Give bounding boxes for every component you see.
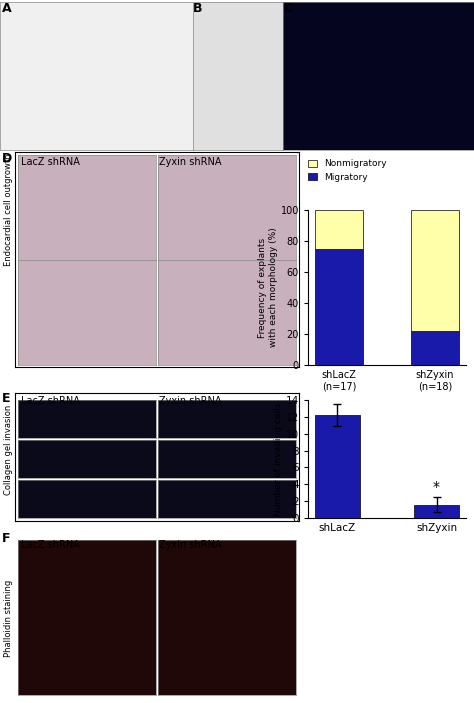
Text: C: C — [283, 2, 292, 15]
Text: Zyxin shRNA: Zyxin shRNA — [159, 157, 221, 167]
Text: B: B — [193, 2, 202, 15]
Legend: Nonmigratory, Migratory: Nonmigratory, Migratory — [305, 155, 391, 186]
Text: A: A — [2, 2, 12, 15]
Bar — [411, 210, 459, 331]
Y-axis label: Number of invading cells: Number of invading cells — [274, 402, 283, 516]
Text: *: * — [433, 480, 440, 494]
Text: Zyxin shRNA: Zyxin shRNA — [159, 540, 221, 550]
Text: F: F — [2, 532, 10, 545]
Y-axis label: Frequency of explants
with each morphology (%): Frequency of explants with each morpholo… — [258, 228, 278, 347]
Text: LacZ shRNA: LacZ shRNA — [20, 157, 80, 167]
Text: D: D — [2, 152, 12, 165]
Bar — [315, 210, 363, 249]
Bar — [411, 331, 459, 365]
Bar — [414, 505, 459, 518]
Text: Zyxin shRNA: Zyxin shRNA — [159, 396, 221, 406]
Text: Collagen gel invasion: Collagen gel invasion — [4, 405, 13, 495]
Text: E: E — [2, 392, 10, 405]
Text: Endocardial cell outgrowth: Endocardial cell outgrowth — [4, 154, 13, 266]
Text: LacZ shRNA: LacZ shRNA — [20, 396, 80, 406]
Bar — [315, 249, 363, 365]
Text: Phalloidin staining: Phalloidin staining — [4, 579, 13, 657]
Bar — [315, 415, 360, 518]
Text: LacZ shRNA: LacZ shRNA — [20, 540, 80, 550]
